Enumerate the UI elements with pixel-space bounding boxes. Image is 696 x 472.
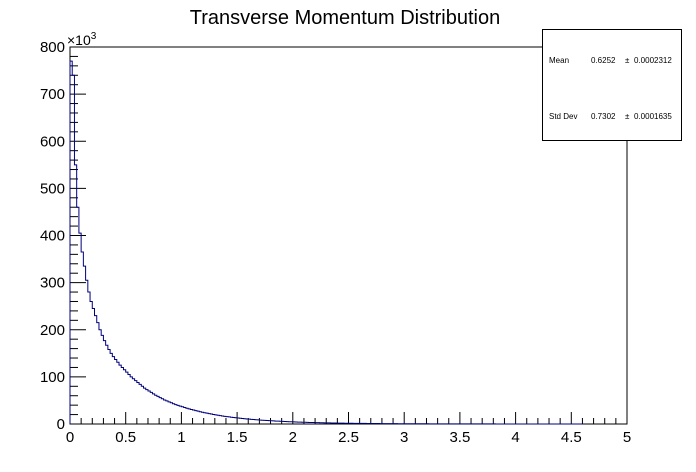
- x-tick-label: 3: [400, 429, 408, 446]
- y-tick-label: 700: [40, 86, 65, 103]
- x-tick-label: 3.5: [449, 429, 470, 446]
- stat-stddev-label: Std Dev: [549, 112, 578, 121]
- y-axis: 0 100 200 300 400 500 600 700 800: [40, 39, 86, 433]
- x-axis: 0 0.5 1 1.5 2 2.5 3 3.5 4 4.5 5: [66, 412, 631, 446]
- y-tick-label: 600: [40, 133, 65, 150]
- y-tick-label: 0: [57, 416, 65, 433]
- stat-row-mean: Mean 0.6252 ± 0.0002312: [549, 56, 677, 68]
- x-tick-label: 4.5: [561, 429, 582, 446]
- y-axis-multiplier: ×103: [67, 31, 97, 48]
- y-tick-label: 500: [40, 180, 65, 197]
- stat-stddev-error: 0.0001635: [634, 112, 672, 121]
- stat-row-stddev: Std Dev 0.7302 ± 0.0001635: [549, 112, 677, 124]
- x-tick-label: 4: [511, 429, 519, 446]
- histogram-series-line: [69, 60, 583, 425]
- x-tick-label: 0: [66, 429, 74, 446]
- stat-stddev-pm: ±: [625, 112, 630, 121]
- x-tick-label: 5: [623, 429, 631, 446]
- y-axis-multiplier-base: ×10: [67, 32, 91, 48]
- x-tick-label: 0.5: [115, 429, 136, 446]
- x-tick-label: 1: [177, 429, 185, 446]
- stat-mean-value: 0.6252: [591, 56, 616, 65]
- y-tick-label: 300: [40, 275, 65, 292]
- x-tick-label: 2.5: [338, 429, 359, 446]
- stat-stddev-value: 0.7302: [591, 112, 616, 121]
- statistics-box: Mean 0.6252 ± 0.0002312 Std Dev 0.7302 ±…: [542, 29, 682, 141]
- stat-mean-error: 0.0002312: [634, 56, 672, 65]
- chart-title: Transverse Momentum Distribution: [190, 7, 500, 29]
- stat-mean-label: Mean: [549, 56, 570, 65]
- x-tick-label: 2: [289, 429, 297, 446]
- y-tick-label: 200: [40, 322, 65, 339]
- stat-mean-pm: ±: [625, 56, 630, 65]
- x-tick-label: 1.5: [227, 429, 248, 446]
- y-axis-multiplier-exponent: 3: [91, 31, 97, 42]
- y-tick-label: 400: [40, 228, 65, 245]
- y-tick-label: 100: [40, 369, 65, 386]
- y-tick-label: 800: [40, 39, 65, 56]
